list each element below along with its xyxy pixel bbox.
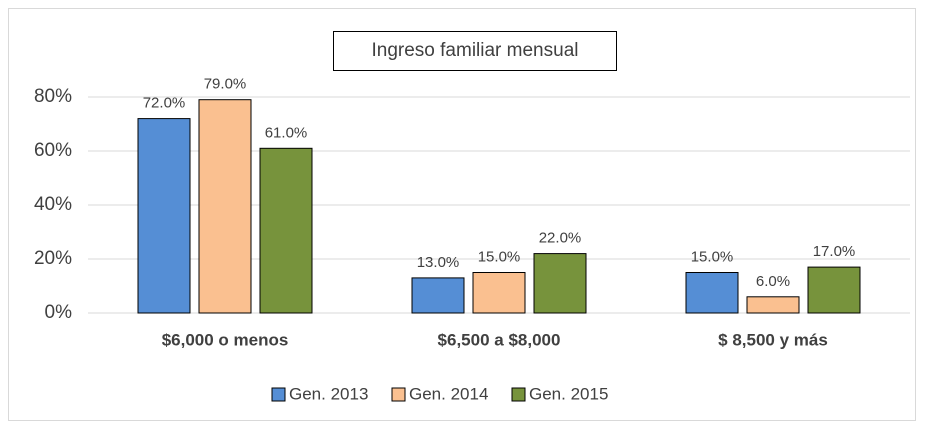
legend-swatch — [271, 387, 286, 402]
legend-label: Gen. 2015 — [529, 384, 608, 403]
legend-label: Gen. 2014 — [409, 384, 488, 403]
chart-title: Ingreso familiar mensual — [372, 40, 579, 61]
data-label: 6.0% — [756, 273, 790, 290]
y-tick-label: 40% — [34, 194, 72, 215]
bar — [472, 272, 526, 314]
y-tick-label: 0% — [45, 302, 73, 323]
bar — [137, 118, 191, 314]
x-tick-label: $6,500 a $8,000 — [438, 330, 561, 349]
data-label: 15.0% — [691, 248, 734, 265]
data-label: 61.0% — [265, 124, 308, 141]
data-label: 22.0% — [539, 230, 582, 247]
x-tick-label: $6,000 o menos — [162, 330, 289, 349]
title-box — [333, 31, 617, 71]
bar — [198, 99, 252, 314]
y-tick-label: 20% — [34, 248, 72, 269]
bar — [533, 253, 587, 314]
bar — [685, 272, 739, 314]
data-label: 15.0% — [478, 248, 521, 265]
x-tick-label: $ 8,500 y más — [718, 330, 828, 349]
bar — [259, 147, 313, 314]
legend-swatch — [511, 387, 526, 402]
y-tick-label: 80% — [34, 86, 72, 107]
data-label: 79.0% — [204, 76, 247, 93]
legend-swatch — [391, 387, 406, 402]
bar — [411, 277, 465, 314]
y-tick-label: 60% — [34, 140, 72, 161]
bar — [746, 296, 800, 314]
data-label: 72.0% — [143, 95, 186, 112]
legend-label: Gen. 2013 — [289, 384, 368, 403]
bar — [807, 266, 861, 314]
data-label: 13.0% — [417, 254, 460, 271]
data-label: 17.0% — [813, 243, 856, 260]
